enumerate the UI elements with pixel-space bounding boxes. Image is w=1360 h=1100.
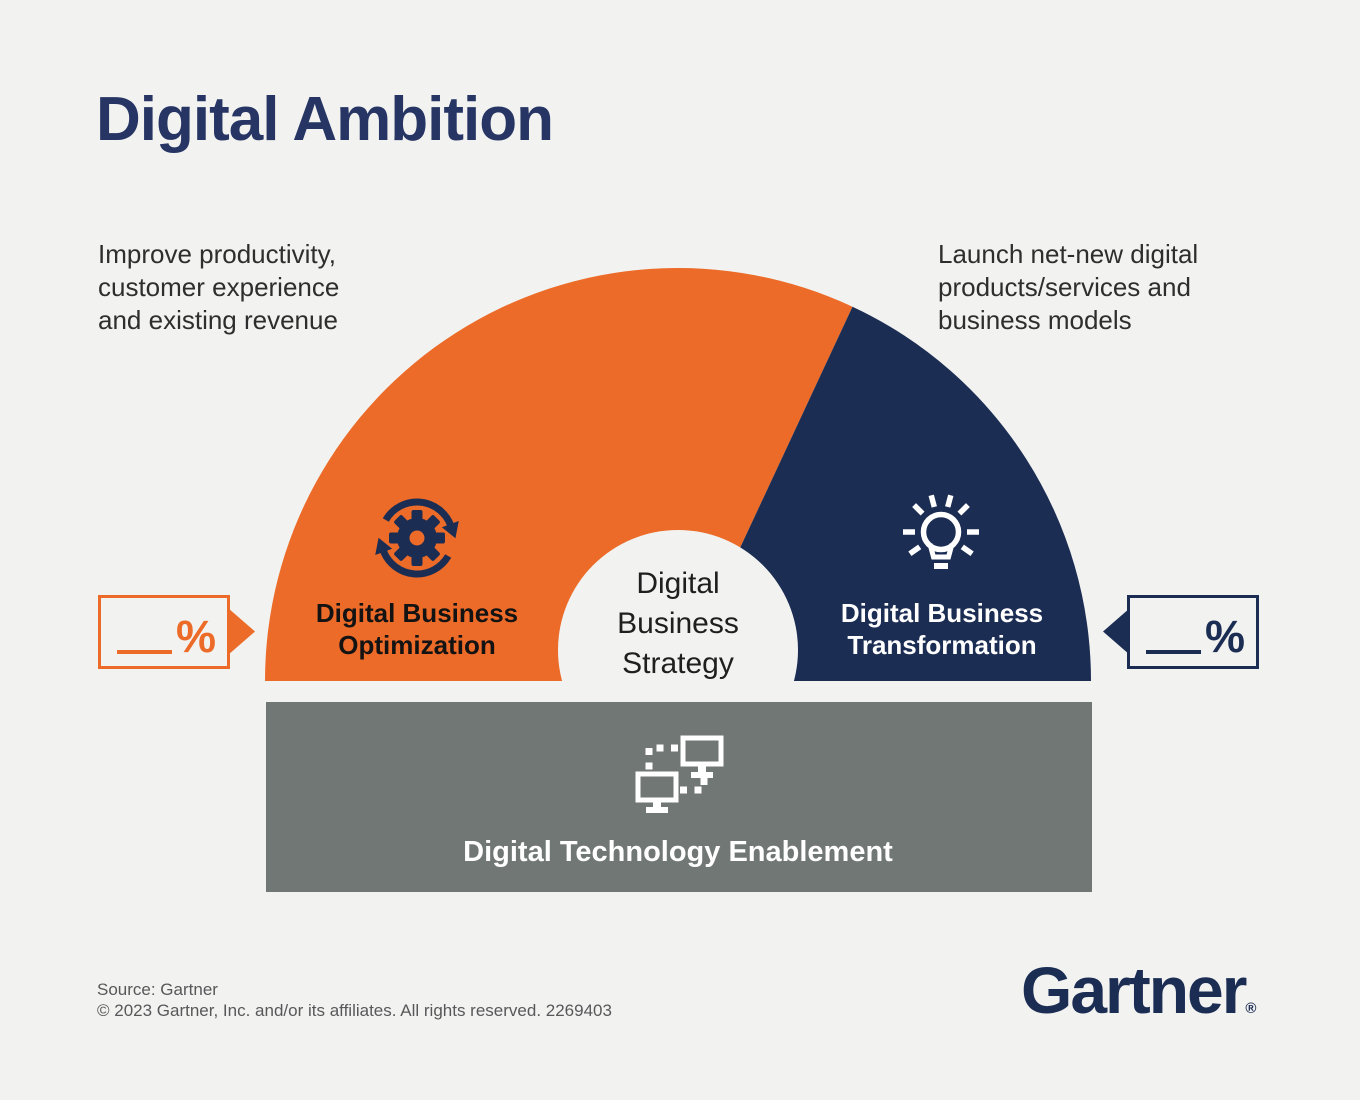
strategy-label-line1: Digital <box>636 567 720 600</box>
left-percent-box <box>98 595 230 669</box>
transformation-label-line1: Digital Business <box>840 598 1044 628</box>
cycle-arrow-top <box>382 498 455 528</box>
gear-hole <box>409 530 425 546</box>
transformation-label-line2: Transformation <box>847 630 1037 660</box>
optimization-label-line1: Digital Business <box>315 598 519 628</box>
enablement-bar <box>266 702 1092 892</box>
footer: Source: Gartner © 2023 Gartner, Inc. and… <box>97 979 612 1021</box>
right-percent-symbol: % <box>1205 611 1245 662</box>
optimization-label-line2: Optimization <box>338 630 496 660</box>
cycle-arrow-bottom <box>379 548 452 578</box>
transformation-sector <box>678 306 1091 681</box>
dashed-link-right <box>680 772 708 794</box>
optimization-label: Digital Business Optimization <box>287 597 547 661</box>
page-title: Digital Ambition <box>96 85 554 154</box>
gartner-logo-text: Gartner <box>1021 953 1247 1027</box>
baseline-gap <box>240 681 1120 702</box>
network-monitors-icon <box>635 735 724 813</box>
right-percent-callout: % <box>1103 595 1259 669</box>
lightbulb-icon <box>903 494 979 569</box>
transformation-description-line: Launch net-new digital <box>938 239 1199 269</box>
left-percent-callout: % <box>98 595 255 669</box>
strategy-label-line2: Business <box>617 607 739 640</box>
optimization-description-line: customer experience <box>98 272 340 302</box>
optimization-description-line: Improve productivity, <box>98 239 336 269</box>
bulb-base <box>934 563 948 569</box>
right-arrow-icon <box>228 608 255 655</box>
strategy-label: Digital Business Strategy <box>578 564 778 684</box>
enablement-label: Digital Technology Enablement <box>463 836 893 868</box>
left-arrow-icon <box>1103 608 1130 655</box>
copyright-text: © 2023 Gartner, Inc. and/or its affiliat… <box>97 1001 612 1020</box>
dashed-link-left <box>645 744 678 770</box>
cycle-arrowhead-top <box>441 521 459 539</box>
source-text: Source: Gartner <box>97 980 218 999</box>
bulb-rays <box>903 494 979 557</box>
transformation-description-line: business models <box>938 305 1132 335</box>
transformation-description-line: products/services and <box>938 272 1191 302</box>
transformation-description: Launch net-new digital products/services… <box>938 238 1198 337</box>
strategy-label-line3: Strategy <box>622 647 734 680</box>
cycle-arrowhead-bottom <box>375 537 393 555</box>
bulb-neck <box>927 543 955 560</box>
right-percent-box <box>1127 595 1259 669</box>
bulb-globe <box>920 511 962 553</box>
cycle-gear-icon <box>375 498 459 578</box>
left-percent-symbol: % <box>176 611 216 662</box>
registered-trademark-icon: ® <box>1245 1000 1257 1017</box>
optimization-description-line: and existing revenue <box>98 305 338 335</box>
optimization-description: Improve productivity, customer experienc… <box>98 238 339 337</box>
gartner-logo: Gartner® <box>1021 952 1256 1028</box>
transformation-label: Digital Business Transformation <box>812 597 1072 661</box>
